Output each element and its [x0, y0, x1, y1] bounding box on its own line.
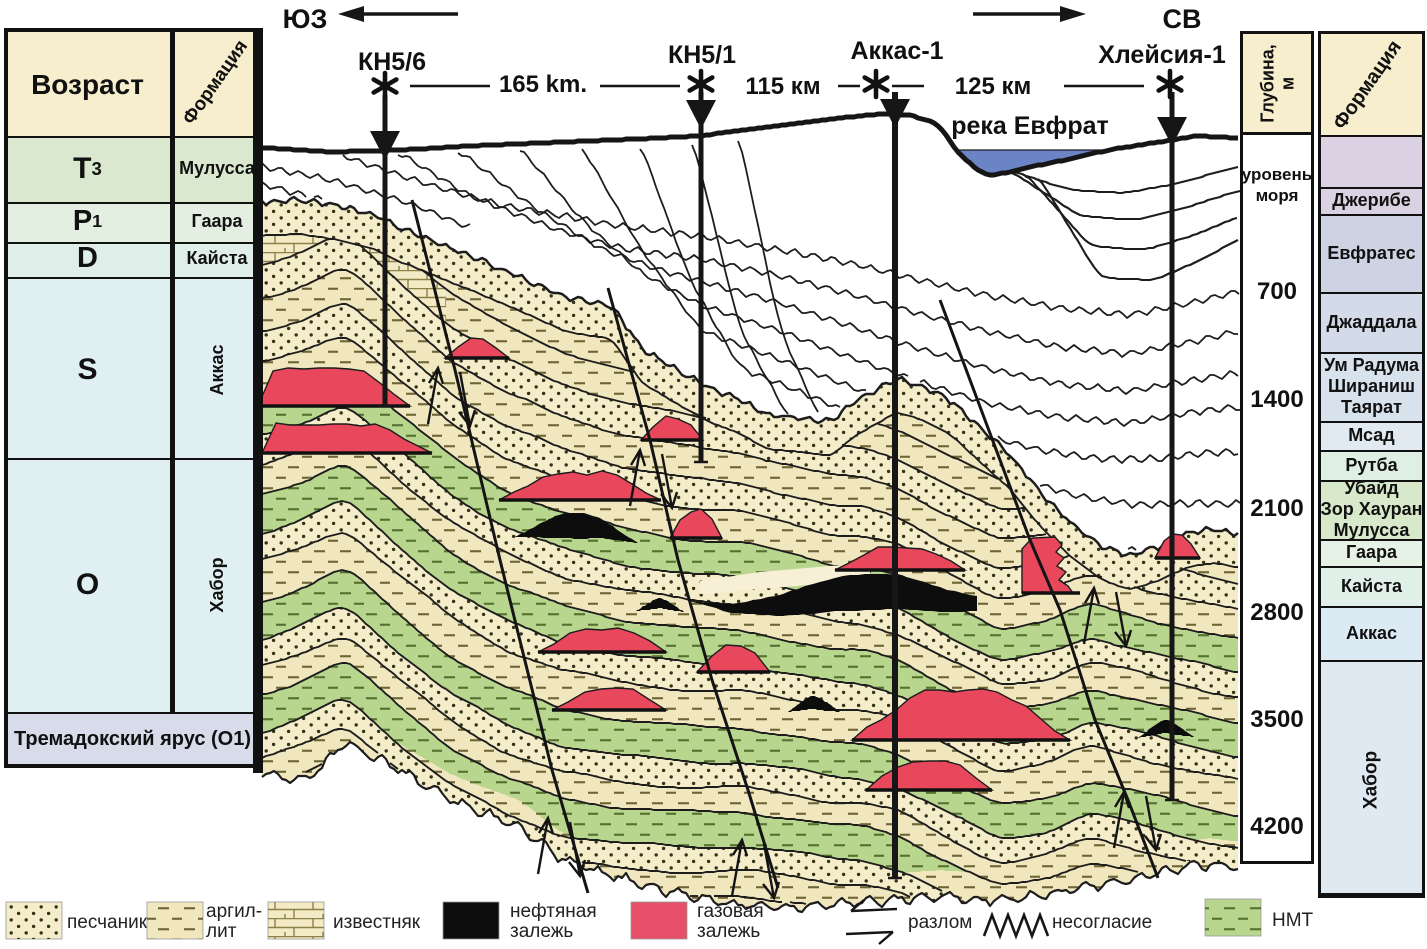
svg-text:разлом: разлом	[908, 912, 972, 933]
svg-text:ЮЗ: ЮЗ	[283, 4, 328, 34]
svg-text:газовая: газовая	[697, 901, 764, 922]
svg-text:Аккас-1: Аккас-1	[850, 37, 943, 65]
svg-text:залежь: залежь	[510, 921, 573, 942]
svg-text:СВ: СВ	[1163, 4, 1202, 34]
svg-text:165 km.: 165 km.	[499, 71, 587, 98]
svg-text:известняк: известняк	[333, 912, 421, 933]
svg-text:115 км: 115 км	[745, 73, 820, 100]
svg-text:песчаник: песчаник	[67, 912, 148, 933]
svg-text:нефтяная: нефтяная	[510, 901, 597, 922]
svg-text:КН5/6: КН5/6	[358, 48, 426, 76]
svg-text:аргил-: аргил-	[206, 901, 262, 922]
svg-text:Хлейсия-1: Хлейсия-1	[1098, 41, 1226, 69]
svg-text:несогласие: несогласие	[1052, 912, 1152, 933]
svg-text:НМТ: НМТ	[1272, 910, 1314, 931]
svg-text:река Евфрат: река Евфрат	[951, 112, 1109, 140]
svg-text:КН5/1: КН5/1	[668, 41, 736, 69]
svg-text:лит: лит	[206, 921, 237, 942]
svg-text:125 км: 125 км	[955, 73, 1031, 100]
svg-text:залежь: залежь	[697, 921, 760, 942]
